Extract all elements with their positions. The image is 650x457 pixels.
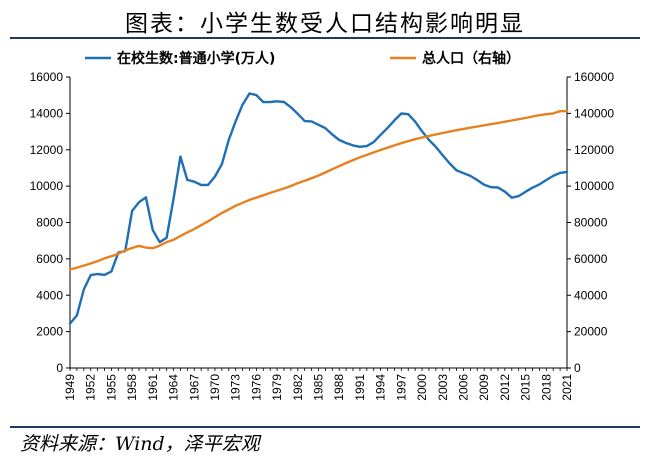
x-tick-label: 2012: [498, 374, 512, 401]
left-tick-label: 4000: [36, 288, 63, 302]
x-tick-label: 1976: [249, 374, 263, 401]
x-tick-label: 1955: [104, 374, 118, 401]
x-tick-label: 2000: [415, 374, 429, 401]
left-tick-label: 10000: [30, 179, 64, 193]
left-tick-label: 12000: [30, 143, 64, 157]
x-tick-label: 1964: [167, 374, 181, 401]
x-tick-label: 1979: [270, 374, 284, 401]
x-tick-label: 1967: [187, 374, 201, 401]
right-tick-label: 140000: [574, 106, 614, 120]
top-rule: [10, 37, 640, 39]
x-tick-label: 1985: [312, 374, 326, 401]
left-tick-label: 14000: [30, 106, 64, 120]
right-tick-label: 120000: [574, 143, 614, 157]
x-tick-label: 1988: [332, 374, 346, 401]
x-tick-label: 1958: [125, 374, 139, 401]
series-line-students: [68, 92, 569, 325]
left-tick-label: 16000: [30, 70, 64, 84]
left-tick-label: 2000: [36, 325, 63, 339]
axes: 0200040006000800010000120001400016000020…: [30, 70, 615, 401]
x-tick-label: 2018: [539, 374, 553, 401]
left-tick-label: 0: [56, 361, 63, 375]
source-note: 资料来源：Wind，泽平宏观: [20, 433, 260, 455]
x-tick-label: 1973: [229, 374, 243, 401]
x-tick-label: 2015: [519, 374, 533, 401]
left-tick-label: 8000: [36, 216, 63, 230]
right-tick-label: 0: [574, 361, 581, 375]
x-tick-label: 1982: [291, 374, 305, 401]
legend-label-population: 总人口（右轴）: [422, 50, 520, 67]
right-tick-label: 20000: [574, 325, 608, 339]
x-tick-label: 1997: [394, 374, 408, 401]
right-tick-label: 160000: [574, 70, 614, 84]
right-tick-label: 60000: [574, 252, 608, 266]
x-tick-label: 1961: [146, 374, 160, 401]
right-tick-label: 80000: [574, 216, 608, 230]
right-tick-label: 40000: [574, 288, 608, 302]
x-tick-label: 1949: [63, 374, 77, 401]
x-tick-label: 1970: [208, 374, 222, 401]
x-tick-label: 2009: [477, 374, 491, 401]
x-tick-label: 1994: [374, 374, 388, 401]
x-tick-label: 1991: [353, 374, 367, 401]
x-tick-label: 1952: [84, 374, 98, 401]
series-group: [68, 92, 569, 325]
x-tick-label: 2006: [456, 374, 470, 401]
legend: 在校生数:普通小学(万人) 总人口（右轴）: [85, 50, 520, 67]
bottom-rule: [10, 426, 640, 428]
x-tick-label: 2003: [436, 374, 450, 401]
series-line-population: [68, 109, 569, 271]
left-tick-label: 6000: [36, 252, 63, 266]
legend-label-students: 在校生数:普通小学(万人): [117, 50, 275, 67]
chart-title: 图表：小学生数受人口结构影响明显: [125, 11, 525, 37]
x-tick-label: 2021: [560, 374, 574, 401]
right-tick-label: 100000: [574, 179, 614, 193]
